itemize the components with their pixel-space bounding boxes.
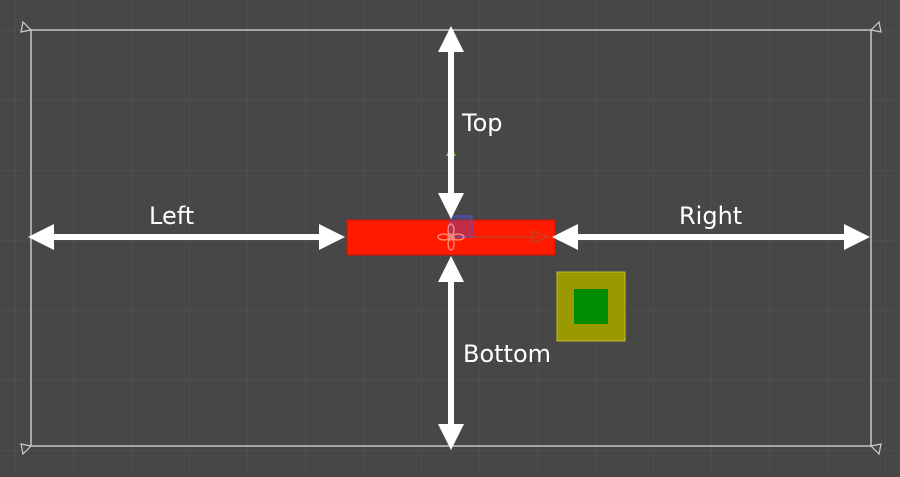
right-label: Right [679, 202, 743, 230]
anchor-top-right-icon[interactable] [869, 20, 882, 33]
pivot-flower-icon[interactable] [437, 223, 465, 251]
bottom-distance-arrow [438, 256, 464, 450]
child-element-inner[interactable] [574, 289, 608, 324]
top-distance-arrow [438, 26, 464, 219]
left-label: Left [149, 202, 195, 230]
anchor-bottom-right-icon[interactable] [869, 443, 882, 456]
anchor-bottom-left-icon[interactable] [20, 443, 33, 456]
move-gizmo-icon[interactable] [446, 146, 551, 245]
top-label: Top [462, 109, 503, 137]
right-distance-arrow [552, 224, 870, 250]
left-distance-arrow [28, 224, 345, 250]
anchor-top-left-icon[interactable] [20, 20, 33, 33]
bottom-label: Bottom [463, 340, 552, 368]
